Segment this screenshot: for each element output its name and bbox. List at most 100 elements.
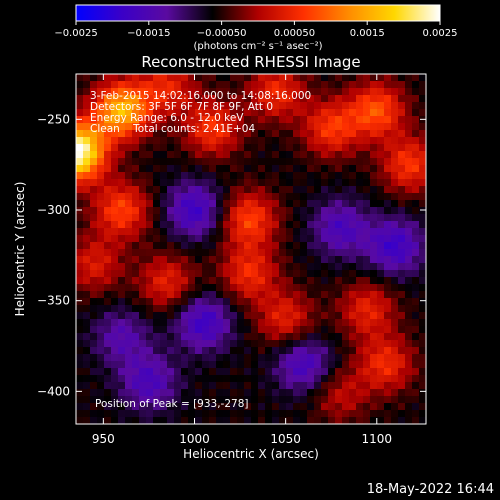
colorbar-ticks: −0.0025 −0.0015 −0.00050 0.00050 0.0015 0.002… — [54, 21, 458, 39]
heatmap-cell — [216, 242, 224, 250]
heatmap-cell — [223, 200, 231, 208]
heatmap-cell — [195, 207, 203, 215]
heatmap-cell — [258, 277, 266, 285]
heatmap-cell — [104, 179, 112, 187]
heatmap-cell — [188, 102, 196, 110]
heatmap-cell — [195, 305, 203, 313]
heatmap-cell — [335, 305, 343, 313]
heatmap-cell — [139, 396, 147, 404]
heatmap-cell — [286, 102, 294, 110]
heatmap-cell — [405, 228, 413, 236]
heatmap-cell — [111, 305, 119, 313]
heatmap-cell — [146, 186, 154, 194]
heatmap-cell — [139, 109, 147, 117]
heatmap-cell — [398, 403, 406, 411]
heatmap-cell — [160, 102, 168, 110]
heatmap-cell — [132, 172, 140, 180]
heatmap-cell — [342, 277, 350, 285]
heatmap-cell — [118, 102, 126, 110]
heatmap-cell — [118, 389, 126, 397]
heatmap-cell — [265, 396, 273, 404]
heatmap-cell — [265, 235, 273, 243]
heatmap-cell — [76, 333, 84, 341]
heatmap-cell — [195, 375, 203, 383]
heatmap-cell — [384, 95, 392, 103]
heatmap-cell — [104, 221, 112, 229]
heatmap-cell — [188, 193, 196, 201]
heatmap-cell — [202, 298, 210, 306]
heatmap-cell — [307, 179, 315, 187]
heatmap-cell — [167, 375, 175, 383]
heatmap-cell — [363, 193, 371, 201]
heatmap-cell — [181, 305, 189, 313]
heatmap-cell — [83, 417, 91, 424]
heatmap-cell — [265, 200, 273, 208]
heatmap-cell — [237, 333, 245, 341]
heatmap-cell — [412, 368, 420, 376]
heatmap-cell — [412, 144, 420, 152]
heatmap-cell — [223, 403, 231, 411]
heatmap-cell — [258, 151, 266, 159]
heatmap-cell — [272, 382, 280, 390]
heatmap-cell — [209, 186, 217, 194]
heatmap-cell — [174, 88, 182, 96]
heatmap-cell — [279, 382, 287, 390]
heatmap-cell — [76, 144, 84, 152]
heatmap-cell — [398, 249, 406, 257]
heatmap-cell — [258, 165, 266, 173]
heatmap-cell — [349, 263, 357, 271]
heatmap-cell — [300, 396, 308, 404]
heatmap-cell — [307, 165, 315, 173]
heatmap-cell — [195, 263, 203, 271]
heatmap-cell — [328, 214, 336, 222]
heatmap-cell — [391, 221, 399, 229]
heatmap-cell — [293, 354, 301, 362]
heatmap-cell — [237, 242, 245, 250]
heatmap-cell — [160, 277, 168, 285]
heatmap-cell — [90, 333, 98, 341]
heatmap-cell — [321, 305, 329, 313]
heatmap-cell — [384, 291, 392, 299]
heatmap-cell — [356, 249, 364, 257]
heatmap-cell — [188, 186, 196, 194]
heatmap-cell — [342, 347, 350, 355]
heatmap-cell — [104, 207, 112, 215]
heatmap-cell — [251, 417, 259, 424]
heatmap-cell — [419, 179, 426, 187]
heatmap-cell — [356, 305, 364, 313]
heatmap-cell — [258, 109, 266, 117]
heatmap-cell — [230, 277, 238, 285]
heatmap-cell — [237, 221, 245, 229]
heatmap-cell — [139, 186, 147, 194]
heatmap-cell — [265, 375, 273, 383]
heatmap-cell — [349, 221, 357, 229]
heatmap-cell — [293, 130, 301, 138]
heatmap-cell — [76, 179, 84, 187]
heatmap-cell — [97, 298, 105, 306]
heatmap-cell — [363, 403, 371, 411]
heatmap-cell — [307, 354, 315, 362]
heatmap-cell — [118, 312, 126, 320]
heatmap-cell — [370, 228, 378, 236]
heatmap-cell — [195, 389, 203, 397]
heatmap-cell — [265, 130, 273, 138]
heatmap-cell — [125, 137, 133, 145]
heatmap-cell — [125, 116, 133, 124]
heatmap-cell — [419, 382, 426, 390]
heatmap-cell — [188, 172, 196, 180]
heatmap-cell — [307, 221, 315, 229]
heatmap-cell — [265, 417, 273, 424]
heatmap-cell — [202, 312, 210, 320]
heatmap-cell — [146, 340, 154, 348]
heatmap-cell — [307, 228, 315, 236]
heatmap-cell — [328, 130, 336, 138]
heatmap-cell — [356, 193, 364, 201]
heatmap-cell — [293, 102, 301, 110]
heatmap-cell — [244, 228, 252, 236]
heatmap-cell — [174, 368, 182, 376]
heatmap-cell — [342, 144, 350, 152]
heatmap-cell — [258, 354, 266, 362]
heatmap-cell — [363, 417, 371, 424]
heatmap-cell — [223, 81, 231, 89]
heatmap-cell — [363, 144, 371, 152]
